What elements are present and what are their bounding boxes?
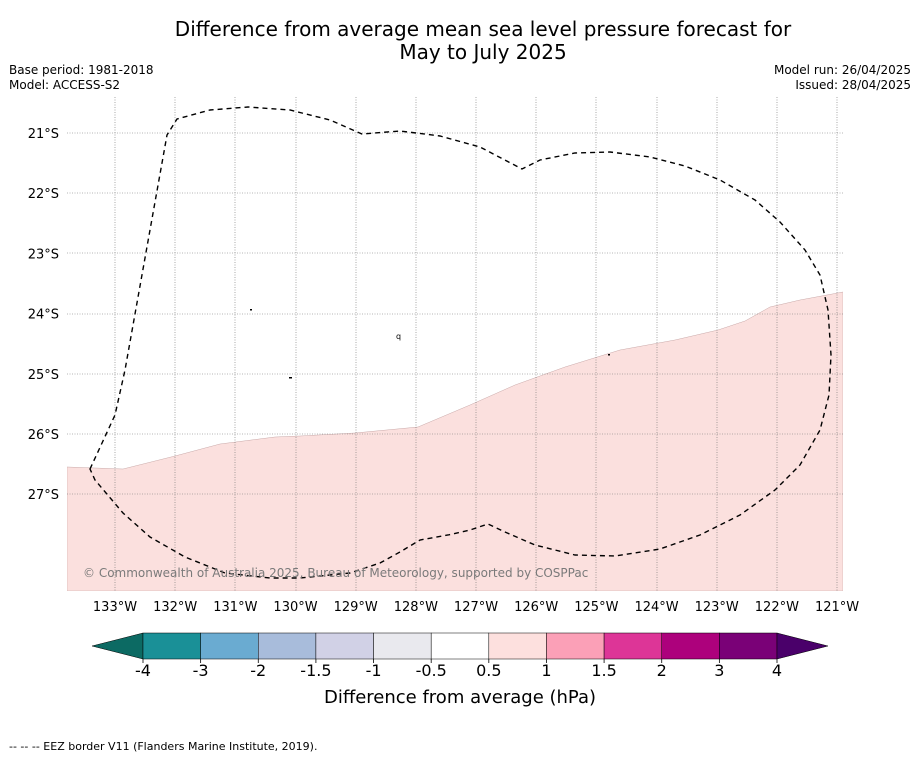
island-mark bbox=[289, 377, 292, 379]
model-run: Model run: 26/04/2025 bbox=[773, 63, 911, 77]
colorbar-segment bbox=[661, 632, 720, 660]
title-line-2: May to July 2025 bbox=[399, 40, 567, 64]
colorbar-tick-label: 1 bbox=[541, 661, 551, 680]
chart-title: Difference from average mean sea level p… bbox=[0, 18, 919, 64]
island-label: q bbox=[396, 332, 401, 341]
meta-right: Model run: 26/04/2025 Issued: 28/04/2025 bbox=[774, 63, 911, 93]
colorbar-segments bbox=[142, 632, 778, 660]
longitude-label: 133°W bbox=[93, 600, 137, 615]
footnote: -- -- -- EEZ border V11 (Flanders Marine… bbox=[9, 740, 318, 753]
colorbar-tick-label: -4 bbox=[135, 661, 151, 680]
latitude-label: 22°S bbox=[28, 187, 59, 202]
latitude-label: 26°S bbox=[28, 428, 59, 443]
longitude-label: 122°W bbox=[755, 600, 799, 615]
colorbar-segment bbox=[315, 632, 374, 660]
colorbar-segment bbox=[719, 632, 778, 660]
islands bbox=[250, 309, 610, 379]
longitude-label: 124°W bbox=[634, 600, 678, 615]
colorbar-tick-label: -1 bbox=[366, 661, 382, 680]
longitude-label: 130°W bbox=[273, 600, 317, 615]
latitude-label: 25°S bbox=[28, 368, 59, 383]
colorbar-tick-label: -3 bbox=[193, 661, 209, 680]
gridlines bbox=[67, 97, 843, 591]
colorbar-over-triangle bbox=[776, 632, 829, 660]
colorbar-segment bbox=[488, 632, 547, 660]
colorbar-segment bbox=[603, 632, 662, 660]
longitude-label: 128°W bbox=[394, 600, 438, 615]
latitude-labels: 21°S 22°S 23°S 24°S 25°S 26°S 27°S bbox=[28, 127, 59, 503]
colorbar-tick-label: 0.5 bbox=[476, 661, 501, 680]
longitude-label: 132°W bbox=[153, 600, 197, 615]
colorbar-tick-label: 3 bbox=[714, 661, 724, 680]
longitude-label: 129°W bbox=[334, 600, 378, 615]
colorbar: -4 -3 -2 -1.5 -1 -0.5 0.5 1 1.5 2 3 4 Difference fr… bbox=[91, 632, 829, 708]
title-line-1: Difference from average mean sea level p… bbox=[174, 17, 792, 41]
colorbar-segment bbox=[430, 632, 490, 660]
model-name: Model: ACCESS-S2 bbox=[9, 78, 121, 92]
colorbar-segment bbox=[142, 632, 201, 660]
colorbar-tick-label: 1.5 bbox=[591, 661, 616, 680]
colorbar-segment bbox=[546, 632, 605, 660]
colorbar-tick-label: -2 bbox=[250, 661, 266, 680]
eez-border bbox=[89, 106, 832, 579]
base-period: Base period: 1981-2018 bbox=[9, 63, 154, 77]
colorbar-segment bbox=[373, 632, 432, 660]
longitude-label: 125°W bbox=[574, 600, 618, 615]
latitude-label: 23°S bbox=[28, 247, 59, 262]
island-mark bbox=[250, 309, 252, 311]
longitude-label: 121°W bbox=[815, 600, 859, 615]
latitude-label: 24°S bbox=[28, 308, 59, 323]
anomaly-region-0.5-to-1 bbox=[67, 291, 843, 591]
colorbar-tick-label: -1.5 bbox=[300, 661, 331, 680]
island-mark bbox=[608, 354, 610, 356]
longitude-labels: 133°W 132°W 131°W 130°W 129°W 128°W 127°W 126°W… bbox=[93, 600, 859, 615]
latitude-label: 27°S bbox=[28, 488, 59, 503]
copyright-text: © Commonwealth of Australia 2025, Bureau… bbox=[83, 566, 588, 580]
colorbar-under-triangle bbox=[91, 632, 144, 660]
colorbar-tick-label: 4 bbox=[772, 661, 782, 680]
issued-date: Issued: 28/04/2025 bbox=[795, 78, 911, 92]
colorbar-segment bbox=[200, 632, 259, 660]
colorbar-tick-label: 2 bbox=[657, 661, 667, 680]
colorbar-segment bbox=[258, 632, 317, 660]
longitude-label: 127°W bbox=[454, 600, 498, 615]
longitude-label: 123°W bbox=[695, 600, 739, 615]
longitude-label: 126°W bbox=[514, 600, 558, 615]
longitude-label: 131°W bbox=[213, 600, 257, 615]
colorbar-tick-label: -0.5 bbox=[416, 661, 447, 680]
map-panel: q © Commonwealth of Australia 2025, Bure… bbox=[67, 97, 843, 591]
colorbar-label: Difference from average (hPa) bbox=[324, 687, 596, 708]
latitude-label: 21°S bbox=[28, 127, 59, 142]
meta-left: Base period: 1981-2018 Model: ACCESS-S2 bbox=[9, 63, 154, 93]
colorbar-ticks: -4 -3 -2 -1.5 -1 -0.5 0.5 1 1.5 2 3 4 bbox=[135, 659, 782, 680]
